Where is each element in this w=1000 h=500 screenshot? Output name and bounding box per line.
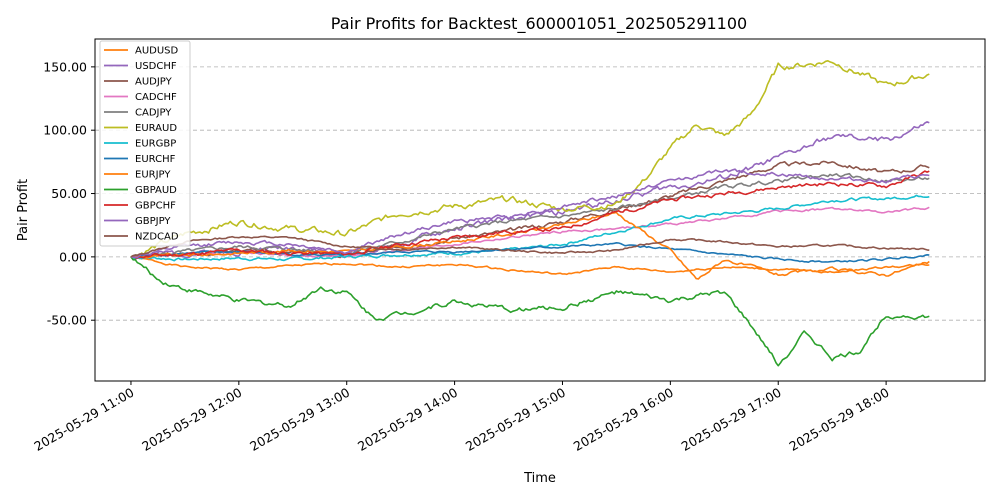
- chart-title: Pair Profits for Backtest_600001051_2025…: [331, 14, 747, 34]
- legend-label-audjpy: AUDJPY: [135, 77, 173, 88]
- x-tick-label: 2025-05-29 18:00: [787, 385, 892, 454]
- series-line-eurgbp: [130, 194, 930, 262]
- y-tick-label: 50.00: [51, 186, 87, 201]
- series-line-cadjpy: [130, 172, 930, 259]
- legend-box: [99, 40, 191, 247]
- x-tick-label: 2025-05-29 13:00: [247, 385, 352, 454]
- x-axis-label: Time: [523, 471, 556, 486]
- plot-frame: [94, 38, 986, 382]
- legend-label-cadjpy: CADJPY: [135, 108, 172, 119]
- y-axis-label: Pair Profit: [16, 179, 31, 241]
- series-line-audusd: [130, 256, 930, 276]
- x-tick-label: 2025-05-29 12:00: [139, 385, 244, 454]
- series-line-gbpchf: [130, 170, 930, 259]
- series-lines: [130, 60, 930, 367]
- legend-label-euraud: EURAUD: [135, 123, 177, 134]
- y-tick-label: -50.00: [47, 313, 87, 328]
- legend-label-eurjpy: EURJPY: [135, 170, 171, 181]
- x-tick-label: 2025-05-29 14:00: [355, 385, 460, 454]
- legend-label-usdchf: USDCHF: [135, 61, 177, 72]
- legend-label-gbpaud: GBPAUD: [135, 185, 177, 196]
- series-line-nzdcad: [130, 235, 930, 258]
- x-tick-label: 2025-05-29 16:00: [571, 385, 676, 454]
- series-line-usdchf: [130, 121, 930, 261]
- y-axis-ticks: -50.00 0.00 50.00 100.00 150.00: [43, 59, 95, 328]
- legend: AUDUSD USDCHF AUDJPY CADCHF CADJPY EURAUD EURG…: [99, 40, 191, 247]
- series-line-euraud: [130, 60, 930, 259]
- y-tick-label: 150.00: [43, 59, 87, 74]
- legend-label-audusd: AUDUSD: [135, 46, 179, 57]
- series-line-gbpjpy: [130, 168, 930, 259]
- y-tick-label: 100.00: [43, 123, 87, 138]
- legend-label-gbpchf: GBPCHF: [135, 201, 176, 212]
- legend-label-eurchf: EURCHF: [135, 154, 176, 165]
- legend-label-gbpjpy: GBPJPY: [135, 216, 171, 227]
- legend-label-eurgbp: EURGBP: [135, 139, 176, 150]
- x-tick-label: 2025-05-29 15:00: [463, 385, 568, 454]
- series-line-gbpaud: [130, 256, 930, 367]
- legend-label-nzdcad: NZDCAD: [135, 232, 179, 243]
- y-tick-label: 0.00: [59, 249, 87, 264]
- x-axis-ticks: 2025-05-29 11:00 2025-05-29 12:00 2025-05-…: [31, 381, 892, 454]
- x-tick-label: 2025-05-29 17:00: [679, 385, 784, 454]
- x-tick-label: 2025-05-29 11:00: [31, 385, 136, 454]
- grid: [95, 66, 985, 321]
- legend-label-cadchf: CADCHF: [135, 92, 177, 103]
